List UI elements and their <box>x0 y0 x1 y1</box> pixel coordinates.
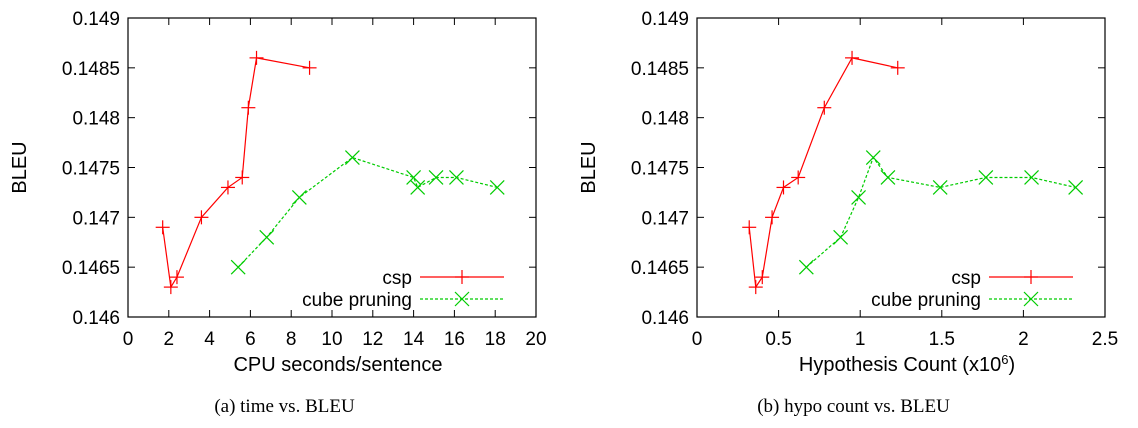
data-point-cube-pruning <box>259 229 275 245</box>
legend-label: cube pruning <box>302 290 412 311</box>
data-point-csp <box>163 280 178 295</box>
data-point-csp <box>249 50 264 65</box>
data-point-cube-pruning <box>865 150 881 165</box>
data-point-csp <box>241 100 256 115</box>
caption-a: (a) time vs. BLEU <box>214 396 355 417</box>
y-tick-label: 0.148 <box>72 109 120 130</box>
y-tick-label: 0.147 <box>641 208 689 229</box>
chart-b-svg: 0.146 0.1465 0.147 0.1475 0.148 0.1485 0.149 0 0… <box>578 9 1118 377</box>
data-point-csp <box>235 170 250 185</box>
series-line-cube-pruning <box>237 156 498 268</box>
data-point-csp <box>194 210 209 225</box>
data-point-cube-pruning <box>449 170 464 185</box>
legend-label: csp <box>951 268 981 289</box>
y-tick-label: 0.149 <box>641 9 689 30</box>
data-point-cube-pruning <box>291 189 307 205</box>
data-point-csp <box>742 220 757 235</box>
data-point-csp <box>155 220 170 235</box>
y-tick-label: 0.147 <box>72 208 120 229</box>
x-axis-label: CPU seconds/sentence <box>233 354 442 376</box>
legend-label: csp <box>382 268 412 289</box>
y-tick-label: 0.1465 <box>62 258 120 279</box>
data-point-csp <box>748 280 763 295</box>
data-point-csp <box>220 180 235 195</box>
data-point-csp <box>845 50 860 65</box>
y-tick-label: 0.146 <box>72 308 120 329</box>
data-point-cube-pruning <box>851 189 866 205</box>
y-axis-label: BLEU <box>578 141 600 193</box>
data-point-cube-pruning <box>880 170 896 185</box>
y-tick-label: 0.1475 <box>62 159 120 180</box>
chart-a-svg: 0.146 0.1465 0.147 0.1475 0.148 0.1485 0.149 0 2… <box>9 9 547 376</box>
x-tick-label: 10 <box>321 329 342 350</box>
y-axis-label: BLEU <box>9 141 31 193</box>
x-tick-label: 14 <box>403 329 425 350</box>
data-point-csp <box>817 100 832 115</box>
legend-marker <box>455 270 469 284</box>
x-tick-label: 12 <box>362 329 383 350</box>
plot-frame <box>696 17 1106 318</box>
x-tick-label: 16 <box>444 329 465 350</box>
x-tick-label: 1.5 <box>929 329 955 350</box>
data-point-cube-pruning <box>978 170 994 185</box>
data-point-csp <box>169 270 184 285</box>
data-point-csp <box>755 270 770 285</box>
data-point-csp <box>791 170 806 185</box>
caption-b: (b) hypo count vs. BLEU <box>757 396 950 417</box>
x-axis-label: Hypothesis Count (x106) <box>799 352 1015 377</box>
x-axis-label-exponent: 6 <box>1001 352 1008 367</box>
legend-marker <box>1023 291 1039 307</box>
x-tick-label: 6 <box>245 329 256 350</box>
data-point-csp <box>302 60 317 75</box>
data-point-cube-pruning <box>833 229 849 245</box>
legend-marker <box>454 291 470 307</box>
y-tick-label: 0.149 <box>72 9 120 30</box>
x-axis-label-text: Hypothesis Count (x10 <box>799 354 1001 376</box>
chart-panel-a: 0.146 0.1465 0.147 0.1475 0.148 0.1485 0.149 0 2… <box>9 9 547 417</box>
data-point-cube-pruning <box>344 150 360 165</box>
series-line-csp <box>162 57 310 289</box>
data-point-cube-pruning <box>932 180 948 195</box>
x-tick-label: 2 <box>1018 329 1029 350</box>
y-tick-label: 0.1475 <box>631 159 689 180</box>
data-point-cube-pruning <box>1024 170 1039 185</box>
x-tick-label: 8 <box>286 329 297 350</box>
data-point-cube-pruning <box>798 259 814 275</box>
x-tick-label: 2 <box>164 329 175 350</box>
data-point-cube-pruning <box>410 180 426 195</box>
chart-panel-b: 0.146 0.1465 0.147 0.1475 0.148 0.1485 0.149 0 0… <box>569 0 1138 428</box>
data-point-csp <box>890 60 905 75</box>
data-point-cube-pruning <box>428 170 444 185</box>
y-tick-label: 0.1485 <box>631 59 689 80</box>
y-tick-label: 0.1485 <box>62 59 120 80</box>
data-point-cube-pruning <box>230 259 246 275</box>
data-point-csp <box>776 180 791 195</box>
x-tick-label: 18 <box>485 329 506 350</box>
y-tick-label: 0.146 <box>641 308 689 329</box>
legend-marker <box>1024 270 1038 284</box>
x-tick-label: 0 <box>123 329 134 350</box>
legend-label: cube pruning <box>871 290 981 311</box>
x-tick-label: 4 <box>204 329 215 350</box>
x-tick-label: 2.5 <box>1092 329 1118 350</box>
data-point-cube-pruning <box>406 170 422 185</box>
x-tick-label: 0.5 <box>765 329 791 350</box>
y-tick-label: 0.148 <box>641 109 689 130</box>
x-tick-label: 20 <box>525 329 546 350</box>
data-point-cube-pruning <box>489 180 505 195</box>
x-axis-label-text: CPU seconds/sentence <box>233 354 442 376</box>
plot-frame <box>127 17 537 318</box>
x-axis-label-end: ) <box>1008 354 1015 376</box>
x-tick-label: 1 <box>855 329 866 350</box>
data-point-csp <box>765 210 780 225</box>
y-tick-label: 0.1465 <box>631 258 689 279</box>
data-point-cube-pruning <box>1068 180 1084 195</box>
x-tick-label: 0 <box>692 329 703 350</box>
